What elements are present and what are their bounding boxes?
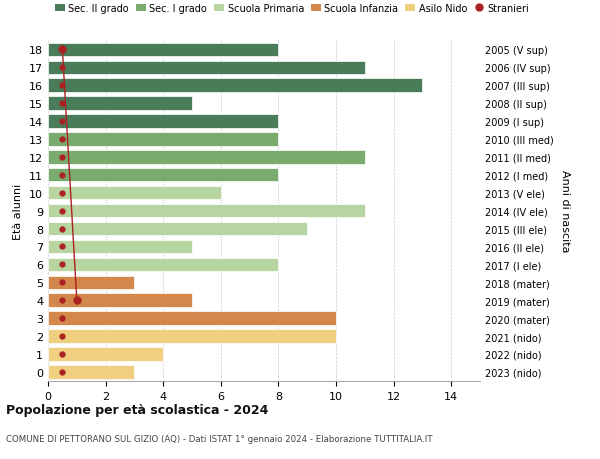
Bar [48,240,192,253]
Bar [48,115,278,129]
Bar [48,312,336,325]
Bar [48,186,221,200]
Bar [48,347,163,361]
Bar [48,258,278,271]
Y-axis label: Anni di nascita: Anni di nascita [560,170,570,252]
Bar [48,276,134,289]
Bar [48,330,336,343]
Bar [48,151,365,164]
Bar [48,365,134,379]
Bar [48,222,307,236]
Bar [48,79,422,93]
Bar [48,97,192,111]
Text: COMUNE DI PETTORANO SUL GIZIO (AQ) - Dati ISTAT 1° gennaio 2024 - Elaborazione T: COMUNE DI PETTORANO SUL GIZIO (AQ) - Dat… [6,434,433,442]
Bar [48,294,192,307]
Text: Popolazione per età scolastica - 2024: Popolazione per età scolastica - 2024 [6,403,268,416]
Bar [48,133,278,146]
Bar [48,44,278,57]
Legend: Sec. II grado, Sec. I grado, Scuola Primaria, Scuola Infanzia, Asilo Nido, Stran: Sec. II grado, Sec. I grado, Scuola Prim… [53,2,532,16]
Bar [48,62,365,75]
Bar [48,204,365,218]
Y-axis label: Età alunni: Età alunni [13,183,23,239]
Bar [48,169,278,182]
